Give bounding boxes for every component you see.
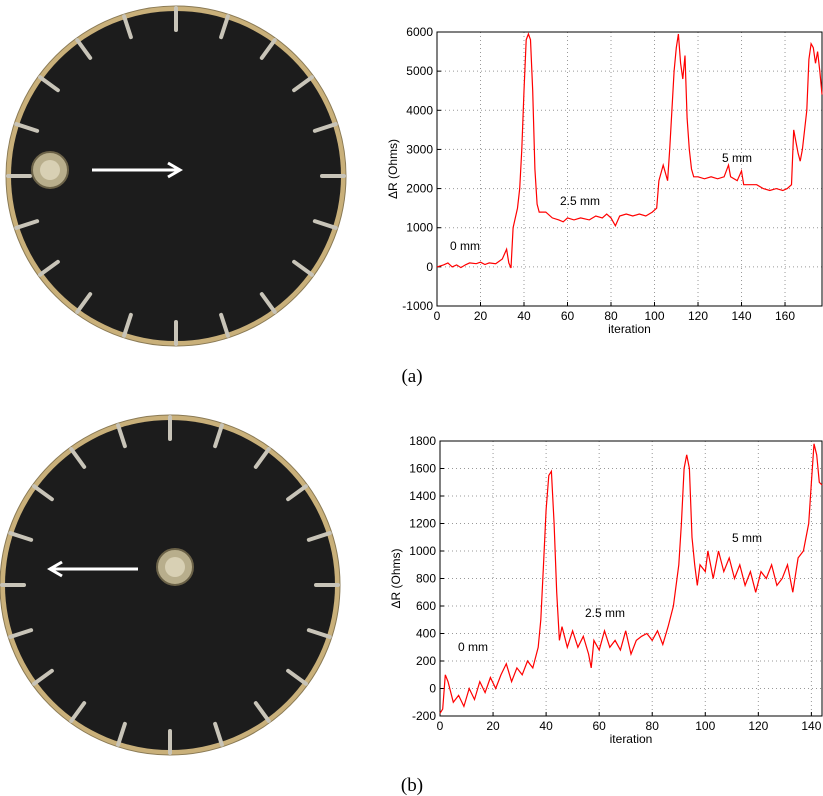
electrode	[38, 75, 60, 93]
y-tick-label: 1400	[409, 489, 436, 503]
electrode	[219, 312, 230, 338]
x-tick-label: 80	[604, 309, 618, 323]
y-tick-label: 3000	[406, 142, 433, 156]
electrode	[213, 721, 224, 747]
electrode	[259, 292, 277, 314]
caption: (b)	[401, 775, 423, 796]
plot-area	[437, 32, 822, 306]
x-tick-label: 60	[592, 719, 606, 733]
electrode	[38, 259, 60, 277]
y-axis-label: ΔR (Ohms)	[389, 548, 403, 608]
electrode	[286, 668, 308, 686]
electrode	[312, 122, 338, 133]
y-tick-label: 1000	[409, 544, 436, 558]
electrode	[253, 701, 271, 723]
x-tick-label: 0	[434, 309, 441, 323]
y-tick-label: 2000	[406, 182, 433, 196]
electrode	[122, 14, 133, 40]
x-tick-label: 20	[486, 719, 500, 733]
annotation: 0 mm	[450, 239, 480, 253]
electrode	[32, 484, 54, 502]
x-tick-label: 140	[801, 719, 821, 733]
electrode	[286, 484, 308, 502]
electrode	[292, 259, 314, 277]
x-tick-label: 40	[539, 719, 553, 733]
y-tick-label: -200	[412, 709, 436, 723]
caption: (a)	[401, 366, 422, 387]
annotation: 2.5 mm	[560, 194, 600, 208]
annotation: 2.5 mm	[585, 606, 625, 620]
plot-frame	[436, 31, 823, 307]
y-tick-label: -1000	[402, 299, 433, 313]
electrode	[253, 447, 271, 469]
y-tick-label: 6000	[406, 25, 433, 39]
y-tick-label: 800	[416, 572, 436, 586]
electrode	[219, 14, 230, 40]
electrode	[116, 423, 127, 449]
y-tick-label: 200	[416, 654, 436, 668]
x-tick-label: 100	[695, 719, 715, 733]
x-tick-label: 100	[644, 309, 664, 323]
annotation: 5 mm	[732, 531, 762, 545]
x-tick-label: 0	[437, 719, 444, 733]
electrode	[213, 423, 224, 449]
electrode	[259, 38, 277, 60]
electrode	[14, 219, 40, 230]
x-tick-label: 80	[646, 719, 660, 733]
electrode	[75, 292, 93, 314]
electrode	[75, 38, 93, 60]
electrode	[312, 219, 338, 230]
plot-frame	[439, 440, 823, 717]
y-tick-label: 1800	[409, 434, 436, 448]
y-axis-label: ΔR (Ohms)	[386, 139, 400, 199]
y-tick-label: 5000	[406, 64, 433, 78]
disk	[11, 11, 341, 341]
x-tick-label: 20	[474, 309, 488, 323]
electrode	[306, 531, 332, 542]
electrode	[69, 447, 87, 469]
x-tick-label: 120	[748, 719, 768, 733]
annotation: 5 mm	[722, 151, 752, 165]
electrode	[32, 668, 54, 686]
electrode	[8, 628, 34, 639]
annotation: 0 mm	[458, 640, 488, 654]
data-line	[436, 32, 823, 269]
magnet-top	[165, 557, 185, 577]
magnet-top	[40, 160, 60, 180]
y-tick-label: 0	[426, 260, 433, 274]
x-tick-label: 120	[688, 309, 708, 323]
x-tick-label: 160	[775, 309, 795, 323]
y-tick-label: 1000	[406, 221, 433, 235]
electrode	[122, 312, 133, 338]
electrode	[116, 721, 127, 747]
arrow-head	[47, 560, 63, 578]
y-tick-label: 1600	[409, 462, 436, 476]
electrode	[8, 531, 34, 542]
data-line	[439, 443, 823, 714]
x-tick-label: 140	[732, 309, 752, 323]
x-axis-label: iteration	[610, 732, 653, 746]
y-tick-label: 600	[416, 599, 436, 613]
electrode	[306, 628, 332, 639]
electrode	[69, 701, 87, 723]
x-tick-label: 60	[561, 309, 575, 323]
x-axis-label: iteration	[608, 322, 651, 336]
y-tick-label: 4000	[406, 103, 433, 117]
y-tick-label: 0	[429, 682, 436, 696]
x-tick-label: 40	[517, 309, 531, 323]
electrode	[292, 75, 314, 93]
electrode	[14, 122, 40, 133]
y-tick-label: 400	[416, 627, 436, 641]
arrow-head	[167, 161, 183, 179]
y-tick-label: 1200	[409, 517, 436, 531]
